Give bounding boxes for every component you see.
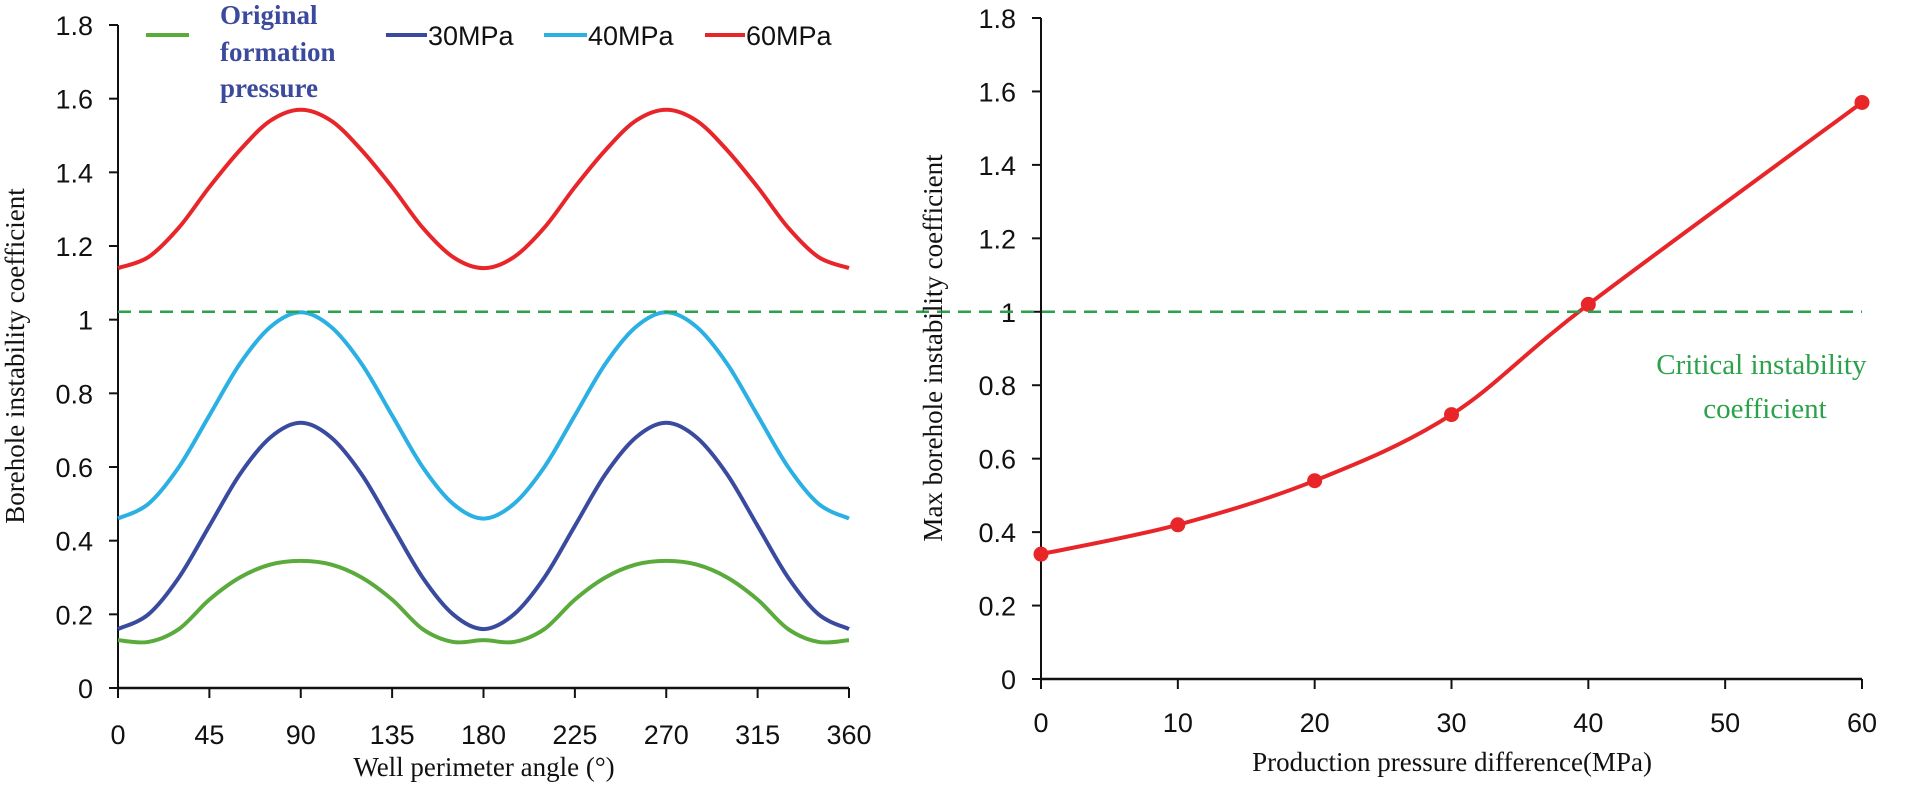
y-tick-label: 0.2 <box>978 592 1016 622</box>
series-line-30mpa <box>117 420 850 632</box>
series-line-40mpa <box>117 310 850 521</box>
series-line-original-formation-pressure <box>117 558 850 645</box>
critical-label-line-2: coefficient <box>1703 393 1826 425</box>
series-line-max <box>1040 100 1864 557</box>
left-x-axis-title: Well perimeter angle (°) <box>353 752 614 782</box>
x-tick-label: 225 <box>552 720 597 750</box>
x-tick-label: 50 <box>1710 708 1740 738</box>
y-tick-label: 1.2 <box>55 232 93 262</box>
critical-label-line-1: Critical instability <box>1656 349 1867 381</box>
y-tick-label: 1 <box>78 306 93 336</box>
data-point <box>1580 296 1596 312</box>
left-y-axis-title: Borehole instability coefficient <box>0 188 30 524</box>
y-tick-label: 0.8 <box>55 379 93 409</box>
x-tick-label: 45 <box>194 720 224 750</box>
right-y-axis-title: Max borehole instability coefficient <box>918 154 948 542</box>
y-tick-label: 1.8 <box>978 4 1016 34</box>
x-tick-label: 135 <box>370 720 415 750</box>
data-point <box>1170 517 1186 533</box>
data-point <box>1307 473 1323 489</box>
y-tick-label: 0 <box>1001 665 1016 695</box>
critical-label: Critical instability coefficient <box>1656 349 1873 425</box>
x-tick-label: 0 <box>110 720 125 750</box>
x-tick-label: 0 <box>1033 708 1048 738</box>
y-tick-label: 1.4 <box>978 151 1016 181</box>
y-tick-label: 0.6 <box>978 445 1016 475</box>
legend-label-original: Original formation pressure <box>220 0 335 103</box>
y-tick-label: 1.6 <box>55 85 93 115</box>
y-tick-label: 0.6 <box>55 453 93 483</box>
y-tick-label: 1.2 <box>978 224 1016 254</box>
x-tick-label: 360 <box>826 720 871 750</box>
right-x-axis-title: Production pressure difference(MPa) <box>1252 747 1652 777</box>
x-tick-label: 40 <box>1573 708 1603 738</box>
y-tick-label: 1.6 <box>978 77 1016 107</box>
left-chart: 0 45 90 135 180 225 270 315 360 0 0.2 0.4 0.6 0.8 1 1.2… <box>55 11 871 750</box>
y-tick-label: 1.4 <box>55 158 93 188</box>
legend-label-30mpa: 30MPa <box>428 21 515 51</box>
x-tick-label: 20 <box>1300 708 1330 738</box>
y-tick-label: 0.2 <box>55 600 93 630</box>
x-tick-label: 180 <box>461 720 506 750</box>
x-tick-label: 270 <box>644 720 689 750</box>
left-legend: Original formation pressure 30MPa 40MPa 60… <box>146 0 833 103</box>
legend-label-40mpa: 40MPa <box>588 21 675 51</box>
series-line-60mpa <box>117 107 850 271</box>
y-tick-label: 0.4 <box>55 527 93 557</box>
x-tick-label: 60 <box>1847 708 1877 738</box>
x-tick-label: 10 <box>1163 708 1193 738</box>
y-tick-label: 0.4 <box>978 518 1016 548</box>
data-point <box>1854 94 1870 110</box>
x-tick-label: 30 <box>1436 708 1466 738</box>
x-tick-label: 315 <box>735 720 780 750</box>
x-tick-label: 90 <box>286 720 316 750</box>
y-tick-label: 1.8 <box>55 11 93 41</box>
data-point <box>1444 407 1459 423</box>
data-point <box>1033 546 1049 562</box>
y-tick-label: 0.8 <box>978 371 1016 401</box>
legend-label-60mpa: 60MPa <box>746 21 833 51</box>
y-tick-label: 0 <box>78 674 93 704</box>
